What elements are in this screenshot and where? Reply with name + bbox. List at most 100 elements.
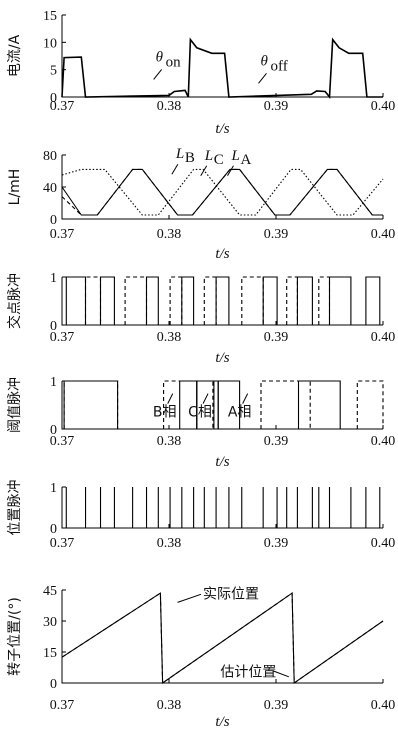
series-line-0 bbox=[61, 37, 383, 100]
y-tick-label: 1 bbox=[50, 481, 57, 496]
pulse-0-0 bbox=[63, 380, 119, 429]
inductance-leader bbox=[200, 165, 208, 177]
phase-label-1: C相 bbox=[188, 405, 212, 421]
x-tick-label: 0.38 bbox=[157, 536, 182, 551]
x-tick-label: 0.39 bbox=[264, 536, 289, 551]
y-tick-label: 0 bbox=[50, 423, 57, 438]
y-tick-label: 40 bbox=[43, 181, 57, 196]
panel-cross-pulse: 0 1 0.37 0.38 0.39 0.40 t/s 交点脉冲 bbox=[6, 271, 395, 366]
axis-frame bbox=[61, 15, 383, 98]
phase-leader bbox=[242, 393, 249, 404]
y-tick-label: 0 bbox=[50, 677, 57, 692]
y-tick-label: 1 bbox=[50, 271, 57, 286]
panel-threshold-pulse: 0 1 0.37 0.38 0.39 0.40 t/s 阈值脉冲 B相 C相 A相 bbox=[7, 375, 395, 470]
pulse-1-2 bbox=[169, 276, 183, 325]
x-tick-label: 0.38 bbox=[157, 227, 182, 242]
x-tick-label: 0.38 bbox=[157, 434, 182, 449]
y-tick-label: 0 bbox=[50, 91, 57, 106]
x-tick-label: 0.39 bbox=[264, 330, 289, 345]
pulse-0-3 bbox=[181, 276, 195, 325]
y-axis-label: 电流/A bbox=[7, 34, 23, 77]
x-axis-label: t/s bbox=[215, 121, 229, 137]
x-axis-label: t/s bbox=[215, 246, 229, 262]
pulse-1-3 bbox=[203, 276, 217, 325]
pulse-0-2 bbox=[145, 276, 159, 325]
inductance-label-2: L bbox=[230, 148, 239, 164]
inductance-label-sub-0: B bbox=[185, 150, 195, 166]
phase-label-2: A相 bbox=[228, 405, 252, 421]
x-axis-label: t/s bbox=[215, 714, 229, 730]
inductance-label-sub-2: A bbox=[240, 152, 251, 168]
label-actual-position: 实际位置 bbox=[203, 586, 259, 602]
pulse-0-1 bbox=[99, 276, 115, 325]
label-estimated-position: 估计位置 bbox=[220, 665, 276, 681]
inductance-label-sub-1: C bbox=[214, 152, 224, 168]
pulse-0-8 bbox=[365, 276, 381, 325]
phase-leader bbox=[202, 393, 209, 404]
x-tick-label: 0.38 bbox=[157, 698, 182, 713]
y-axis-label: 交点脉冲 bbox=[6, 273, 23, 329]
annotation-leader bbox=[153, 69, 163, 80]
pulse-0-0 bbox=[65, 276, 87, 325]
axis-frame bbox=[61, 487, 383, 529]
series-line-2 bbox=[61, 168, 384, 216]
pulse-1-1 bbox=[124, 276, 148, 325]
y-tick-label: 80 bbox=[43, 149, 57, 164]
annotation-theta-0: θ bbox=[156, 49, 164, 65]
y-axis-label: L/mH bbox=[7, 169, 23, 206]
x-tick-label: 0.37 bbox=[50, 536, 75, 551]
phase-label-0: B相 bbox=[153, 405, 177, 421]
y-tick-label: 45 bbox=[43, 584, 57, 599]
x-tick-label: 0.40 bbox=[371, 227, 396, 242]
x-tick-label: 0.37 bbox=[50, 434, 75, 449]
y-tick-label: 10 bbox=[43, 36, 57, 51]
x-axis-label: t/s bbox=[215, 350, 229, 366]
leader-estimated bbox=[272, 670, 290, 678]
y-tick-label: 0 bbox=[50, 213, 57, 228]
panel-rotor-position: 0 15 30 45 0.37 0.38 0.39 0.40 t/s 转子位置/(°) 实际位置估计… bbox=[7, 584, 395, 730]
y-tick-label: 1 bbox=[50, 375, 57, 390]
x-tick-label: 0.40 bbox=[371, 698, 396, 713]
x-tick-label: 0.39 bbox=[264, 99, 289, 114]
y-tick-label: 15 bbox=[43, 646, 57, 661]
pulse-0-5 bbox=[262, 276, 278, 325]
y-tick-label: 15 bbox=[43, 9, 57, 24]
pulse-1-0 bbox=[84, 276, 102, 325]
phase-leader bbox=[167, 393, 174, 404]
x-tick-label: 0.37 bbox=[50, 330, 75, 345]
y-axis-label: 转子位置/(°) bbox=[7, 597, 23, 676]
inductance-label-1: L bbox=[204, 148, 213, 164]
axis-frame bbox=[61, 381, 383, 430]
x-tick-label: 0.40 bbox=[371, 536, 396, 551]
pulse-0-3 bbox=[356, 380, 384, 429]
annotation-theta-1: θ bbox=[261, 53, 269, 69]
pulse-1-6 bbox=[318, 276, 331, 325]
x-axis-label: t/s bbox=[215, 454, 229, 470]
pulse-1-0 bbox=[63, 380, 119, 429]
annotation-theta-sub-1: off bbox=[271, 58, 288, 74]
pulse-0-2 bbox=[260, 380, 311, 429]
leader-actual bbox=[177, 593, 202, 603]
x-tick-label: 0.39 bbox=[264, 227, 289, 242]
x-tick-label: 0.37 bbox=[50, 698, 75, 713]
pulse-2-1 bbox=[217, 380, 241, 429]
y-tick-label: 5 bbox=[50, 64, 57, 79]
x-tick-label: 0.39 bbox=[264, 434, 289, 449]
y-axis-label: 位置脉冲 bbox=[7, 480, 23, 536]
x-tick-label: 0.40 bbox=[371, 99, 396, 114]
y-tick-label: 0 bbox=[50, 522, 57, 537]
pulse-1-4 bbox=[241, 276, 264, 325]
series-line-1 bbox=[61, 592, 384, 685]
x-tick-label: 0.40 bbox=[371, 330, 396, 345]
panel-position-pulse: 0 1 0.37 0.38 0.39 0.40 位置脉冲 bbox=[7, 480, 395, 552]
series-line-1 bbox=[61, 168, 383, 216]
annotation-theta-sub-0: on bbox=[166, 54, 182, 70]
annotation-leader bbox=[258, 72, 267, 84]
x-tick-label: 0.37 bbox=[50, 99, 75, 114]
inductance-leader bbox=[171, 163, 179, 175]
y-axis-label: 阈值脉冲 bbox=[7, 377, 23, 433]
x-tick-label: 0.38 bbox=[157, 99, 182, 114]
pulse-1-5 bbox=[286, 276, 298, 325]
